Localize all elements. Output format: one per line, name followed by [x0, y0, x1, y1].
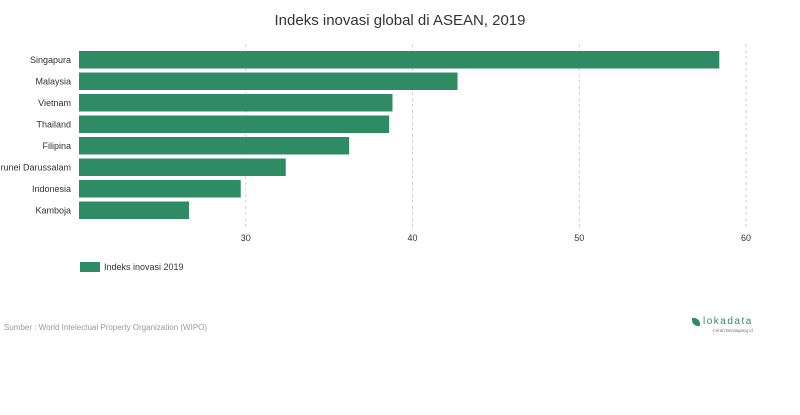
brand-name: lokadata: [703, 316, 753, 327]
legend-swatch: [80, 262, 100, 272]
category-label: Malaysia: [35, 76, 71, 86]
legend-label: Indeks inovasi 2019: [104, 262, 184, 272]
category-label: Kamboja: [35, 205, 71, 215]
category-label: Vietnam: [38, 98, 71, 108]
bar: [79, 94, 393, 112]
grid-lines: [245, 44, 747, 227]
category-label: Thailand: [36, 119, 71, 129]
bar: [79, 180, 241, 198]
legend: Indeks inovasi 2019: [80, 262, 184, 272]
x-tick-label: 50: [574, 233, 584, 243]
chart-title: Indeks inovasi global di ASEAN, 2019: [274, 12, 526, 29]
bar: [79, 201, 190, 219]
bar: [79, 72, 458, 90]
category-label: Brunei Darussalam: [0, 162, 71, 172]
category-label: Indonesia: [32, 184, 71, 194]
x-tick-label: 40: [407, 233, 417, 243]
source-note: Sumber : World Intelectual Property Orga…: [4, 323, 208, 332]
x-tick-label: 60: [741, 233, 751, 243]
bar: [79, 115, 390, 133]
bar: [79, 158, 286, 176]
bar: [79, 137, 350, 155]
leaf-icon: [692, 317, 700, 326]
category-label: Filipina: [42, 141, 71, 151]
brand-tagline: Cerah Berdagang id: [712, 328, 753, 333]
bars: [79, 51, 720, 219]
x-tick-label: 30: [241, 233, 251, 243]
category-label: Singapura: [30, 55, 71, 65]
x-tick-labels: 30 40 50 60: [241, 233, 751, 243]
category-labels: Singapura Malaysia Vietnam Thailand Filipina…: [0, 55, 71, 216]
brand-logo: lokadata Cerah Berdagang id: [692, 316, 753, 333]
bar: [79, 51, 720, 69]
